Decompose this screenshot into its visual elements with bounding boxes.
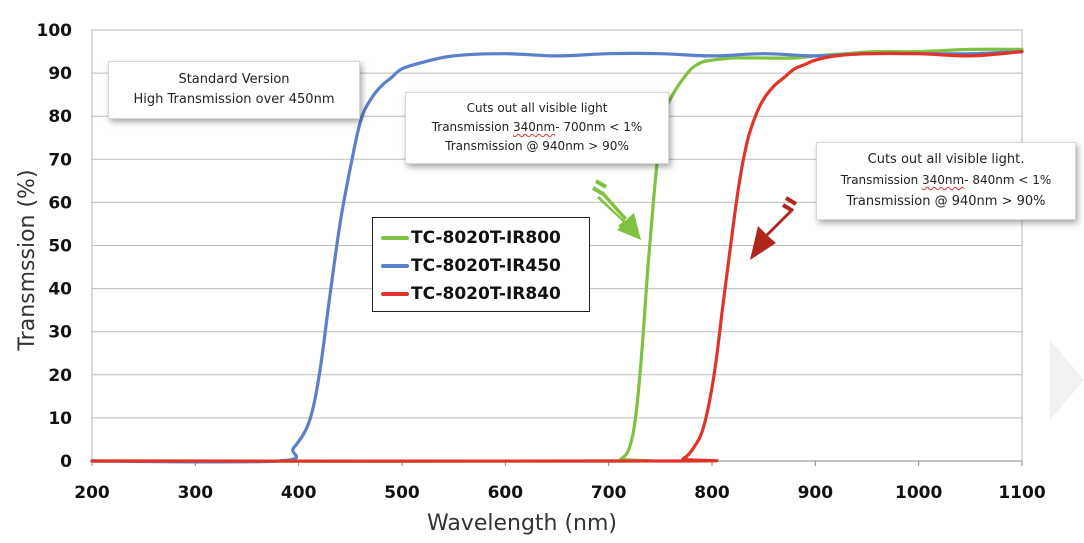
legend-label: TC-8020T-IR840 bbox=[411, 284, 561, 304]
x-tick-label: 300 bbox=[178, 483, 214, 503]
note2-line1: Cuts out all visible light bbox=[466, 101, 608, 115]
legend-item: TC-8020T-IR840 bbox=[381, 280, 589, 308]
x-tick-label: 1100 bbox=[998, 483, 1045, 503]
note3-line2-c: - 840nm < 1% bbox=[964, 173, 1052, 187]
green-arrow-icon bbox=[591, 179, 641, 240]
note3-line2-b: 340nm bbox=[922, 173, 965, 187]
y-tick-label: 50 bbox=[48, 237, 72, 257]
y-tick-label: 20 bbox=[48, 366, 72, 386]
x-tick-label: 800 bbox=[694, 483, 730, 503]
y-tick-labels: 0 10 20 30 40 50 60 70 80 90 100 bbox=[37, 21, 73, 472]
x-tick-label: 700 bbox=[591, 483, 627, 503]
note2-line2-a: Transmission bbox=[431, 120, 514, 134]
legend-label: TC-8020T-IR450 bbox=[411, 256, 561, 276]
red-arrow-icon bbox=[750, 196, 798, 260]
y-tick-label: 100 bbox=[37, 21, 73, 41]
series-lines bbox=[90, 47, 1024, 464]
legend-swatch bbox=[381, 264, 409, 268]
legend-item: TC-8020T-IR450 bbox=[381, 252, 589, 280]
note3-line2-a: Transmission bbox=[840, 173, 923, 187]
note3-line1: Cuts out all visible light. bbox=[867, 152, 1025, 167]
y-tick-label: 0 bbox=[60, 452, 72, 472]
note2-line2-b: 340nm bbox=[513, 120, 556, 134]
note1-line2: High Transmission over 450nm bbox=[133, 92, 335, 107]
y-tick-label: 40 bbox=[48, 280, 72, 300]
note-ir840: Cuts out all visible light. Transmission… bbox=[816, 142, 1076, 220]
y-tick-label: 70 bbox=[48, 150, 72, 170]
y-tick-label: 90 bbox=[48, 64, 72, 84]
x-tick-labels: 200 300 400 500 600 700 800 900 1000 1100 bbox=[74, 483, 1046, 503]
legend-item: TC-8020T-IR800 bbox=[381, 224, 589, 252]
x-axis-title: Wavelength (nm) bbox=[427, 511, 617, 536]
note3-line3: Transmission @ 940nm > 90% bbox=[846, 194, 1046, 209]
y-tick-label: 10 bbox=[48, 409, 72, 429]
note1-line1: Standard Version bbox=[178, 72, 290, 87]
note2-line3: Transmission @ 940nm > 90% bbox=[445, 139, 629, 153]
x-tick-label: 600 bbox=[488, 483, 524, 503]
y-tick-label: 80 bbox=[48, 107, 72, 127]
legend-swatch bbox=[381, 236, 409, 240]
decorative-corner-shape bbox=[1050, 340, 1084, 420]
note-ir800: Cuts out all visible light Transmission … bbox=[405, 92, 669, 164]
legend: TC-8020T-IR800 TC-8020T-IR450 TC-8020T-I… bbox=[372, 217, 590, 312]
note2-line2: Transmission 340nm- 700nm < 1% bbox=[406, 118, 668, 137]
series-line-tc-8020t-ir840 bbox=[90, 50, 1024, 463]
y-tick-label: 30 bbox=[48, 323, 72, 343]
note3-line2: Transmission 340nm- 840nm < 1% bbox=[817, 170, 1075, 191]
x-tick-label: 200 bbox=[74, 483, 110, 503]
y-tick-label: 60 bbox=[48, 193, 72, 213]
x-tick-label: 400 bbox=[281, 483, 317, 503]
y-axis-title: Transmssion (%) bbox=[15, 169, 40, 351]
note2-line2-c: - 700nm < 1% bbox=[555, 120, 643, 134]
legend-label: TC-8020T-IR800 bbox=[411, 228, 561, 248]
note-standard-version: Standard Version High Transmission over … bbox=[108, 61, 360, 119]
x-tick-label: 900 bbox=[798, 483, 834, 503]
x-tick-label: 500 bbox=[384, 483, 420, 503]
x-tick-label: 1000 bbox=[895, 483, 942, 503]
legend-swatch bbox=[381, 292, 409, 296]
series-line-tc-8020t-ir450 bbox=[90, 50, 1024, 464]
